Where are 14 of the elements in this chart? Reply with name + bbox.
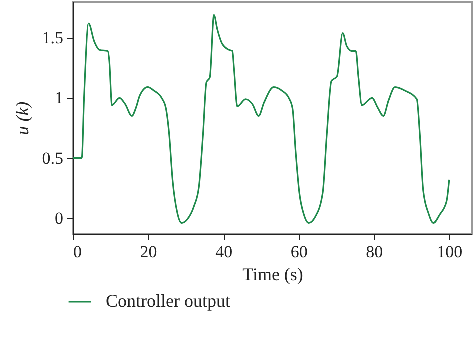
y-tick-label: 1.5: [42, 28, 64, 48]
x-tick-label: 20: [140, 242, 158, 262]
legend-label: Controller output: [106, 291, 230, 311]
y-axis-title: u (k): [12, 102, 32, 136]
y-tick-label: 1: [55, 88, 64, 108]
x-tick-label: 80: [366, 242, 384, 262]
y-tick-label: 0.5: [42, 148, 64, 168]
line-series: [72, 14, 450, 224]
x-tick-label: 60: [290, 242, 308, 262]
x-tick-label: 0: [74, 242, 82, 262]
y-tick-label: 0: [55, 208, 64, 228]
x-tick-label: 100: [437, 242, 463, 262]
x-axis-title: Time (s): [242, 264, 304, 284]
x-tick-label: 40: [216, 242, 233, 262]
